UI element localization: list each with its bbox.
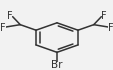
Text: F: F — [107, 23, 113, 33]
Text: F: F — [0, 23, 6, 33]
Text: F: F — [7, 11, 13, 21]
Text: Br: Br — [51, 60, 62, 70]
Text: F: F — [100, 11, 106, 21]
